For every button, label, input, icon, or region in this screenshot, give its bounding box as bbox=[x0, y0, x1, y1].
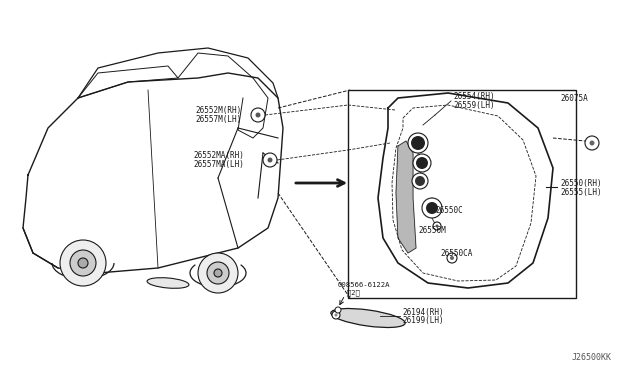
Text: 26199(LH): 26199(LH) bbox=[402, 317, 444, 326]
Text: Ó08566-6122A: Ó08566-6122A bbox=[338, 282, 390, 288]
Circle shape bbox=[78, 258, 88, 268]
Circle shape bbox=[412, 173, 428, 189]
Text: 26556M: 26556M bbox=[418, 225, 445, 234]
Text: 26557M(LH): 26557M(LH) bbox=[195, 115, 241, 124]
Circle shape bbox=[198, 253, 238, 293]
Circle shape bbox=[335, 314, 337, 317]
Circle shape bbox=[70, 250, 96, 276]
Circle shape bbox=[435, 224, 438, 228]
Text: 26552M(RH): 26552M(RH) bbox=[195, 106, 241, 115]
Text: 26554(RH): 26554(RH) bbox=[453, 92, 495, 100]
Circle shape bbox=[416, 157, 428, 169]
Text: 26555(LH): 26555(LH) bbox=[560, 187, 602, 196]
Circle shape bbox=[411, 136, 425, 150]
Text: 26075A: 26075A bbox=[560, 93, 588, 103]
Text: 26194(RH): 26194(RH) bbox=[402, 308, 444, 317]
Circle shape bbox=[413, 154, 431, 172]
Circle shape bbox=[335, 307, 341, 313]
Circle shape bbox=[207, 262, 229, 284]
Circle shape bbox=[422, 198, 442, 218]
Text: 26557MA(LH): 26557MA(LH) bbox=[193, 160, 244, 169]
Text: 26550C: 26550C bbox=[435, 205, 463, 215]
Circle shape bbox=[415, 176, 425, 186]
Circle shape bbox=[450, 256, 454, 260]
Text: 26552MA(RH): 26552MA(RH) bbox=[193, 151, 244, 160]
Circle shape bbox=[268, 157, 273, 163]
Text: 26550CA: 26550CA bbox=[440, 248, 472, 257]
Bar bbox=[348, 90, 576, 298]
Circle shape bbox=[214, 269, 222, 277]
Circle shape bbox=[408, 133, 428, 153]
Text: J26500KK: J26500KK bbox=[572, 353, 612, 362]
Circle shape bbox=[585, 136, 599, 150]
Ellipse shape bbox=[331, 308, 405, 327]
Circle shape bbox=[426, 202, 438, 214]
Ellipse shape bbox=[147, 278, 189, 288]
Text: 26550(RH): 26550(RH) bbox=[560, 179, 602, 187]
Circle shape bbox=[60, 240, 106, 286]
Text: 26559(LH): 26559(LH) bbox=[453, 100, 495, 109]
Circle shape bbox=[447, 253, 457, 263]
Circle shape bbox=[433, 222, 441, 230]
Circle shape bbox=[589, 141, 595, 145]
Circle shape bbox=[263, 153, 277, 167]
Circle shape bbox=[255, 112, 260, 118]
Text: 2、: 2、 bbox=[338, 290, 360, 296]
Polygon shape bbox=[396, 141, 416, 253]
Circle shape bbox=[251, 108, 265, 122]
Circle shape bbox=[332, 311, 340, 319]
